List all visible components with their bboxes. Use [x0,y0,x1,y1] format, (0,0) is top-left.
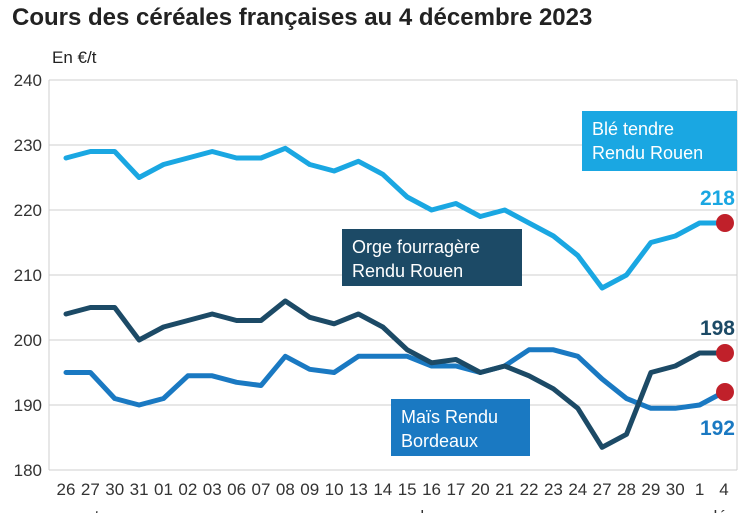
endpoint-value-label: 198 [700,317,735,340]
y-tick-label: 220 [14,201,42,220]
x-axis-month-labels: oct. novembre déc. [77,507,740,513]
series-label-text: Blé tendre [592,119,674,139]
series-label-text: Rendu Rouen [352,261,463,281]
y-tick-label: 200 [14,331,42,350]
x-tick-label: 26 [57,480,76,499]
x-month-label: novembre [369,507,445,513]
x-tick-label: 24 [568,480,587,499]
x-tick-label: 13 [349,480,368,499]
endpoint-marker [716,344,734,362]
x-tick-label: 10 [325,480,344,499]
x-tick-label: 15 [398,480,417,499]
series-label-box [391,399,530,456]
x-tick-label: 30 [666,480,685,499]
series-lines [63,145,727,450]
x-tick-label: 14 [373,480,392,499]
series-label-text: Orge fourragère [352,237,480,257]
x-tick-label: 31 [130,480,149,499]
series-label-text: Maïs Rendu [401,407,498,427]
y-tick-label: 210 [14,266,42,285]
x-tick-label: 09 [300,480,319,499]
series-label-box [342,229,522,286]
chart-title: Cours des céréales françaises au 4 décem… [12,4,593,31]
x-tick-label: 06 [227,480,246,499]
x-tick-label: 23 [544,480,563,499]
x-tick-label: 1 [695,480,704,499]
x-tick-label: 22 [520,480,539,499]
y-tick-label: 190 [14,396,42,415]
endpoint-value-label: 192 [700,417,735,440]
x-tick-label: 07 [252,480,271,499]
series-label-text: Rendu Rouen [592,143,703,163]
x-tick-label: 4 [719,480,728,499]
x-tick-label: 28 [617,480,636,499]
x-tick-label: 02 [178,480,197,499]
series-label-text: Bordeaux [401,431,478,451]
x-tick-label: 29 [641,480,660,499]
endpoint-markers: 218 198 192 [700,187,735,440]
y-axis-unit-label: En €/t [52,48,97,67]
x-tick-label: 30 [105,480,124,499]
x-month-label: déc. [708,507,740,513]
x-tick-label: 16 [422,480,441,499]
series-labels: Blé tendre Rendu Rouen Orge fourragère Rend… [342,111,737,456]
x-tick-label: 08 [276,480,295,499]
x-tick-label: 27 [81,480,100,499]
series-line [63,298,727,450]
x-tick-label: 03 [203,480,222,499]
x-axis-ticks: 26 27 30 31 01 02 03 06 07 08 09 10 13 14 15 16 17 20 21 22… [57,480,729,499]
x-tick-label: 21 [495,480,514,499]
series-label-box [582,111,737,171]
x-tick-label: 01 [154,480,173,499]
y-tick-label: 230 [14,136,42,155]
x-tick-label: 17 [446,480,465,499]
series-line [63,145,727,291]
x-month-label: oct. [77,507,104,513]
y-tick-label: 240 [14,71,42,90]
y-tick-label: 180 [14,461,42,480]
x-tick-label: 27 [593,480,612,499]
series-line [63,347,727,411]
endpoint-marker [716,383,734,401]
x-tick-label: 20 [471,480,490,499]
endpoint-marker [716,214,734,232]
y-axis-ticks: 180 190 200 210 220 230 240 [14,71,42,480]
endpoint-value-label: 218 [700,187,735,210]
